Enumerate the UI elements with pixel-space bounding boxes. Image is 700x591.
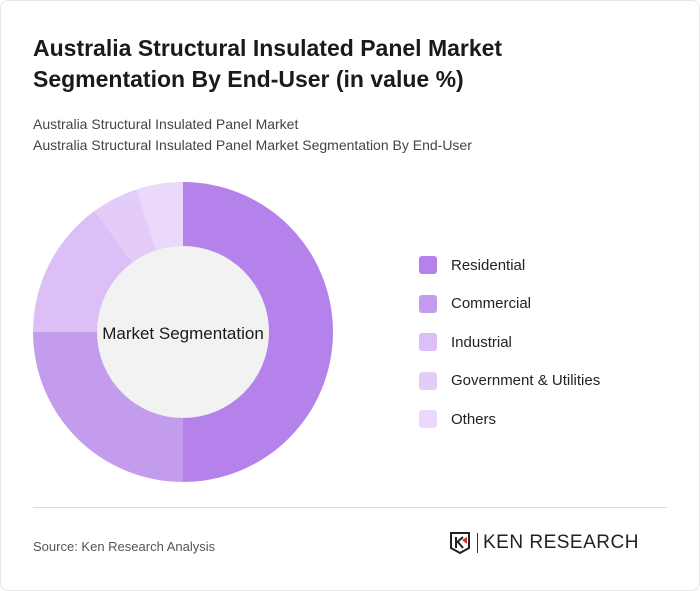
legend-swatch (419, 256, 437, 275)
legend-item: Commercial (419, 285, 600, 324)
subtitle-segmentation: Australia Structural Insulated Panel Mar… (33, 137, 472, 153)
legend-swatch (419, 294, 437, 313)
center-label: Market Segmentation (102, 324, 264, 343)
ken-research-logo-icon (450, 532, 470, 555)
legend-item: Residential (419, 246, 600, 285)
legend-label: Industrial (451, 333, 512, 351)
legend-item: Others (419, 400, 600, 439)
logo-text: KEN RESEARCH (477, 533, 639, 553)
chart-legend: Residential Commercial Industrial Governmen… (419, 246, 600, 439)
legend-swatch (419, 333, 437, 352)
subtitle-market: Australia Structural Insulated Panel Mar… (33, 116, 299, 132)
ken-research-logo: KEN RESEARCH (449, 531, 639, 555)
legend-label: Residential (451, 256, 526, 274)
legend-label: Government & Utilities (451, 372, 601, 390)
divider (33, 507, 667, 508)
legend-swatch (419, 410, 437, 429)
donut-chart: Market Segmentation (33, 182, 333, 482)
legend-label: Commercial (451, 295, 532, 313)
chart-title: Australia Structural Insulated Panel Mar… (33, 35, 503, 92)
legend-swatch (419, 371, 437, 390)
legend-label: Others (451, 410, 497, 428)
donut-center (97, 246, 269, 418)
legend-item: Industrial (419, 323, 600, 362)
legend-item: Government & Utilities (419, 362, 600, 401)
source-note: Source: Ken Research Analysis (33, 539, 216, 554)
